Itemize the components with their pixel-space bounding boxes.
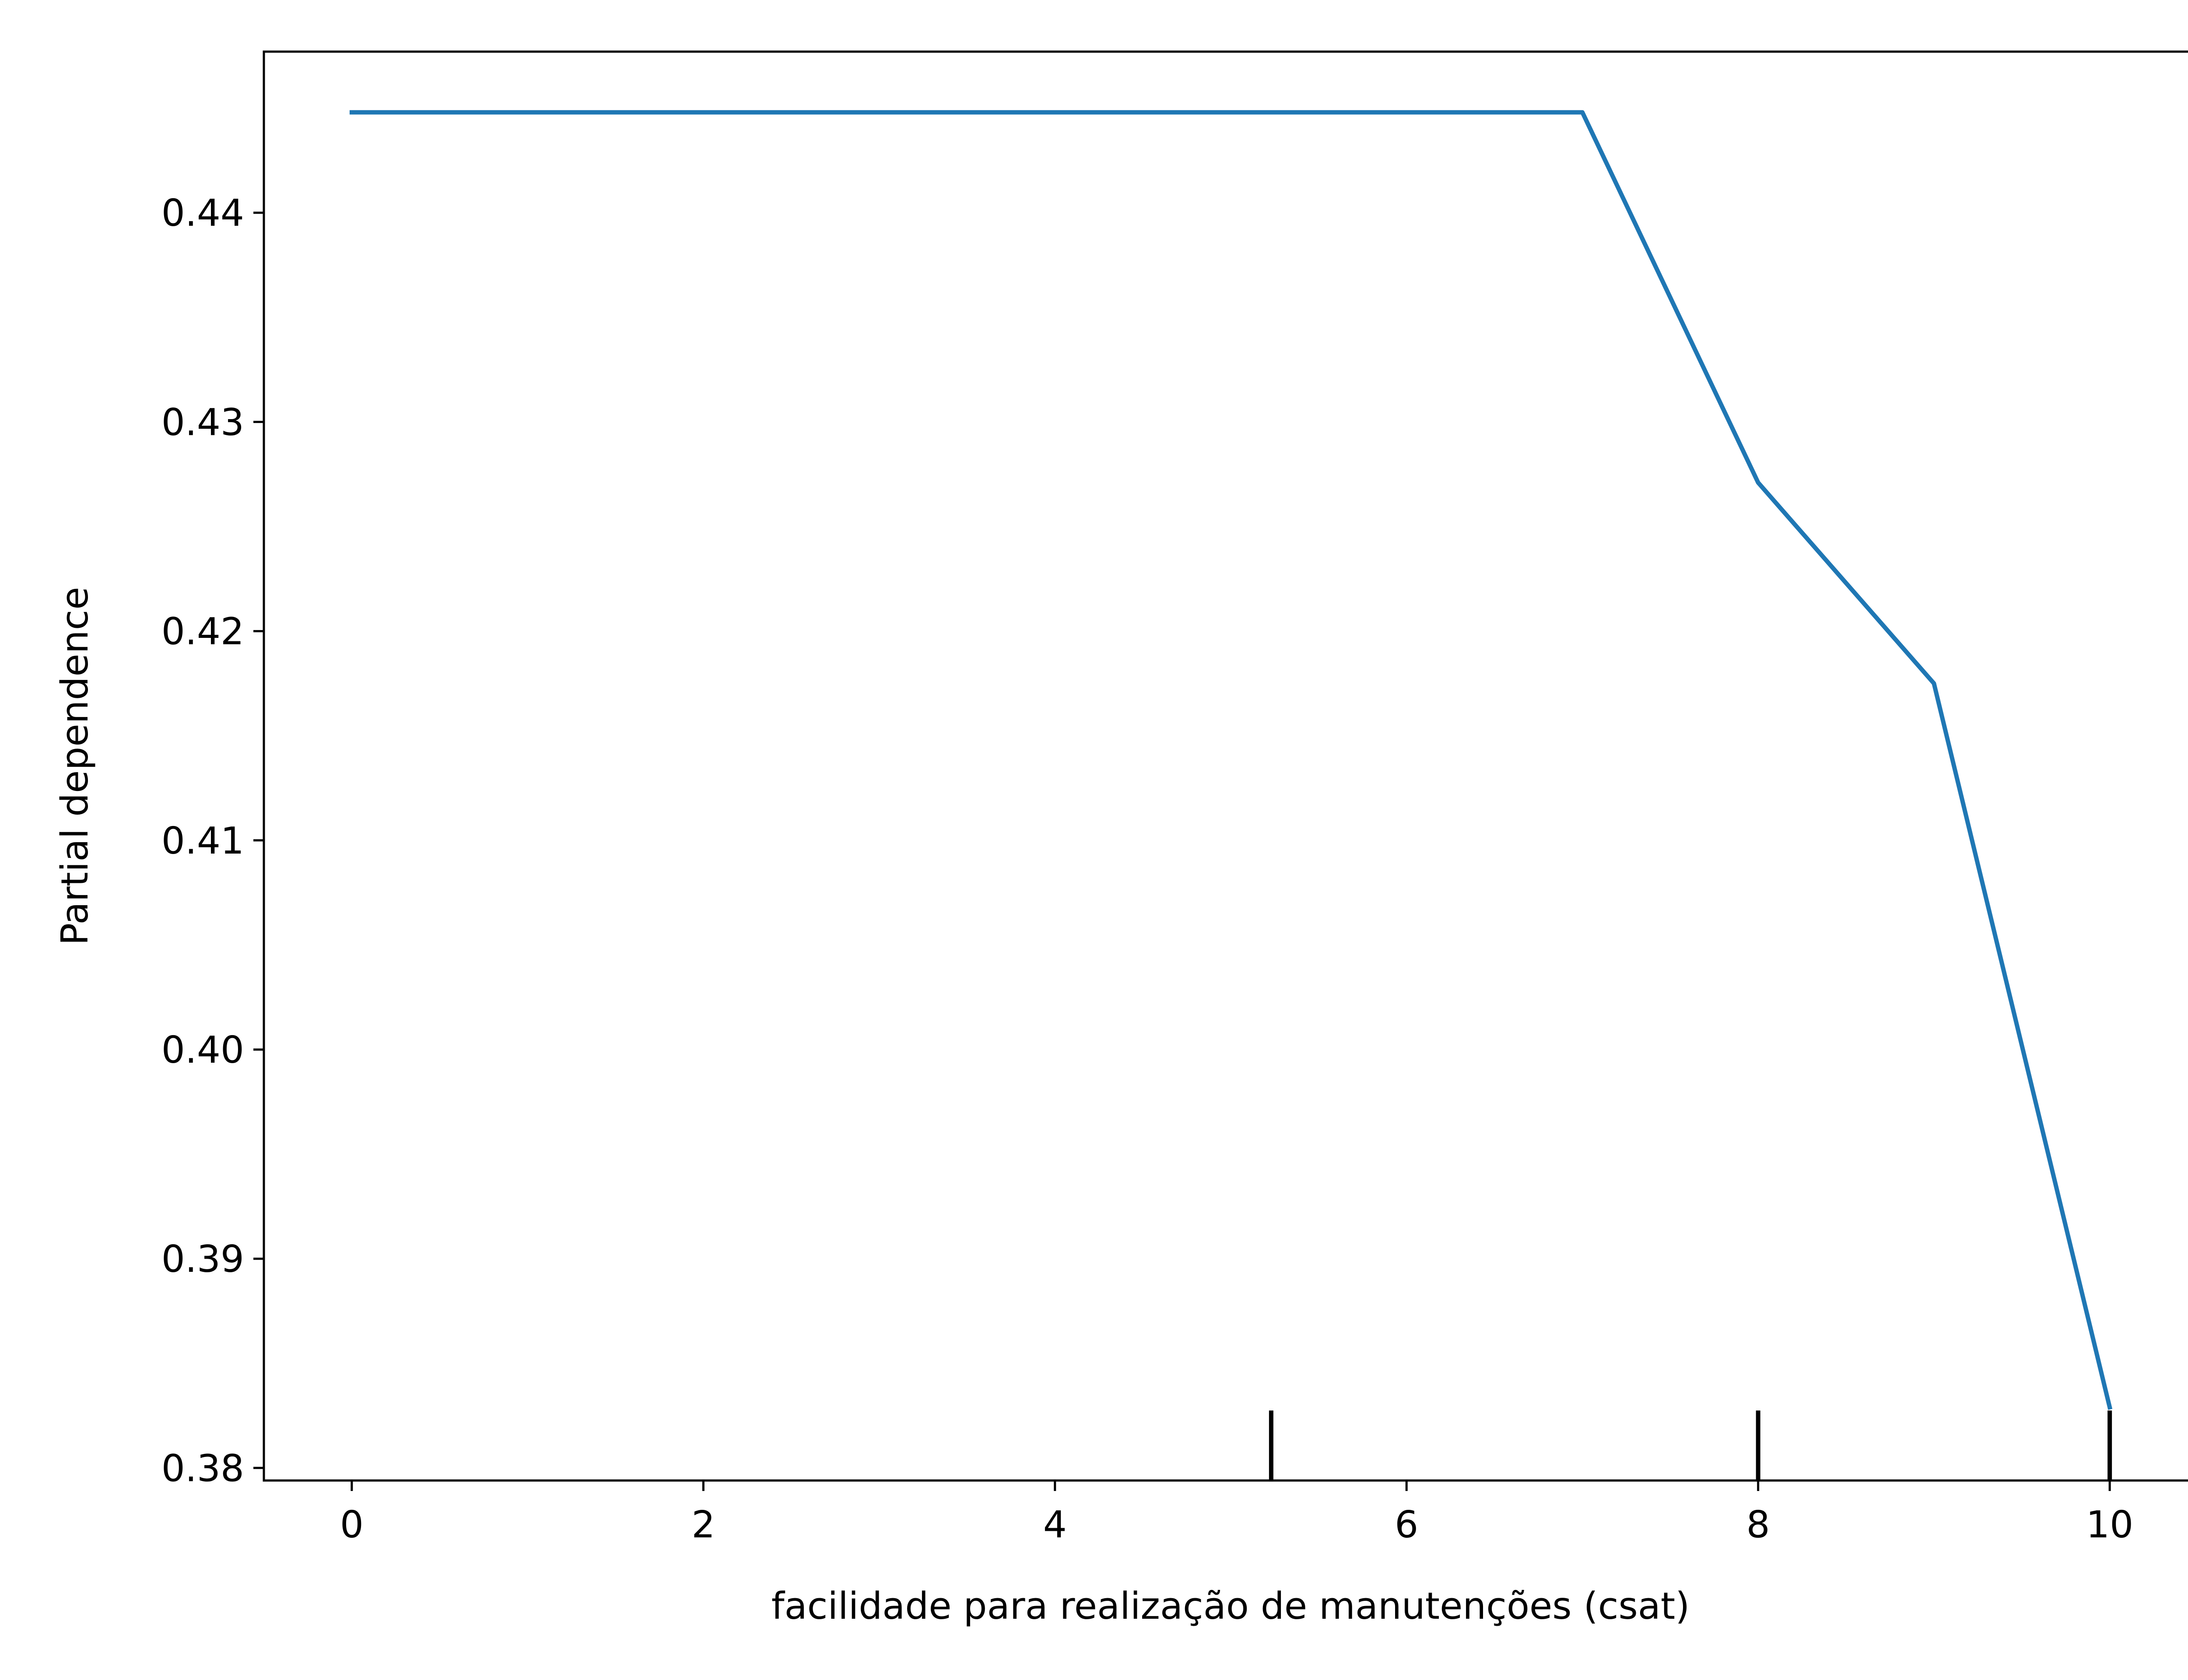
y-tick-label: 0.44 <box>161 192 244 235</box>
y-tick-label: 0.41 <box>161 819 244 863</box>
x-tick-label: 8 <box>1746 1503 1770 1547</box>
x-axis-ticks: 0 2 4 6 8 10 <box>340 1480 2133 1547</box>
y-tick-label: 0.38 <box>161 1447 244 1490</box>
series-layer <box>349 110 2113 1410</box>
y-tick-label: 0.40 <box>161 1029 244 1072</box>
y-tick-label: 0.42 <box>161 610 244 654</box>
x-tick-label: 2 <box>691 1503 715 1547</box>
x-tick-label: 6 <box>1395 1503 1418 1547</box>
y-tick-label: 0.39 <box>161 1238 244 1281</box>
y-axis-label: Partial dependence <box>53 587 97 945</box>
axes-frame <box>263 50 2188 1482</box>
y-tick-label: 0.43 <box>161 401 244 444</box>
x-axis-label: facilidade para realização de manutençõe… <box>771 1585 1690 1628</box>
x-tick-label: 10 <box>2086 1503 2133 1547</box>
series-line-0 <box>349 110 2113 1410</box>
plot-background <box>264 52 2188 1480</box>
y-axis-ticks: 0.38 0.39 0.40 0.41 0.42 0.43 0.44 <box>161 192 264 1490</box>
rug-layer <box>1269 1410 2112 1480</box>
x-tick-label: 0 <box>340 1503 364 1547</box>
x-tick-label: 4 <box>1043 1503 1067 1547</box>
